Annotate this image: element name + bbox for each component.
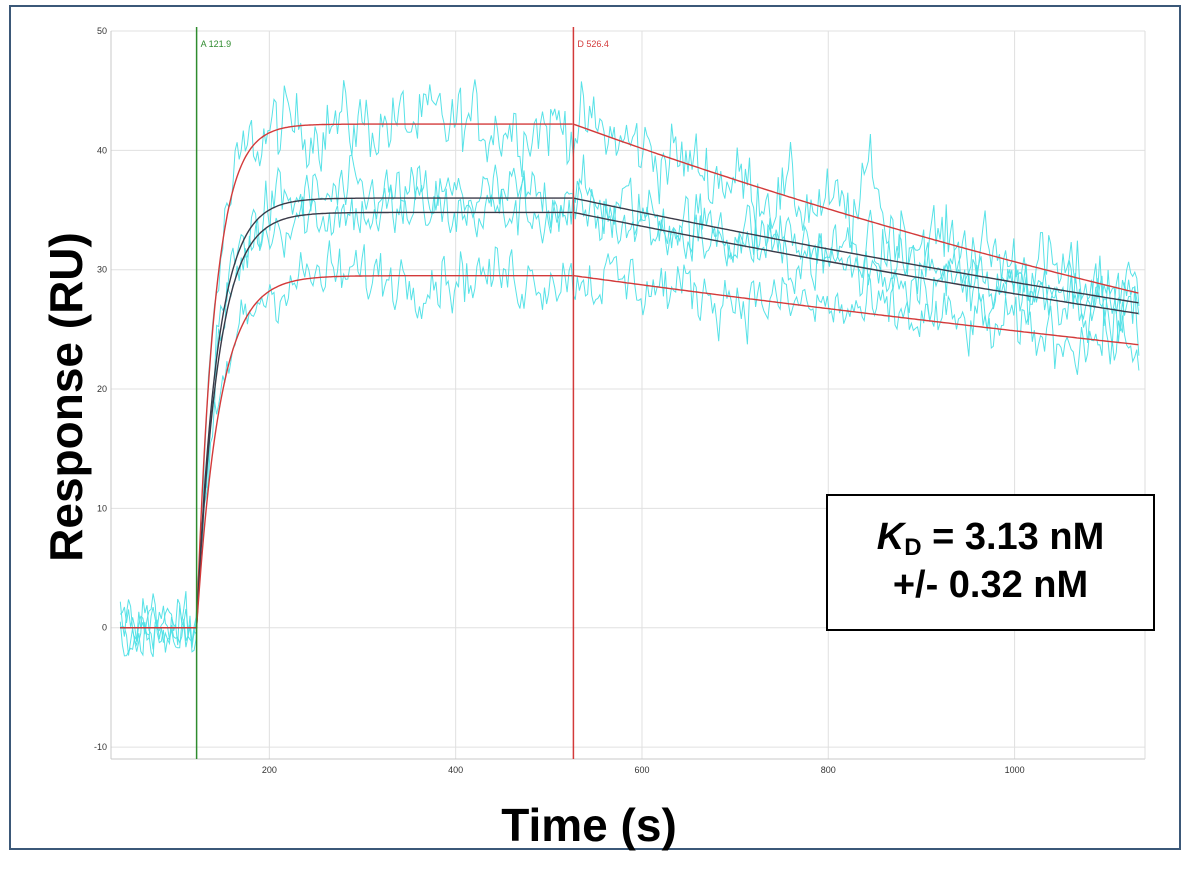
y-tick-label: 30 (97, 265, 107, 275)
x-tick-label: 400 (448, 765, 463, 775)
dissociation-fit-curve (573, 211, 1139, 315)
association-fit-curve (120, 197, 573, 629)
kd-symbol: K (876, 516, 905, 558)
x-tick-label: 800 (821, 765, 836, 775)
y-tick-label: 0 (102, 623, 107, 633)
dissociation-fit-curve (573, 275, 1139, 346)
association-fit-curve (120, 275, 573, 629)
y-tick-label: 10 (97, 503, 107, 513)
y-tick-label: 20 (97, 384, 107, 394)
x-axis-label: Time (s) (501, 799, 677, 851)
x-tick-label: 200 (262, 765, 277, 775)
data-trace (119, 240, 1140, 656)
y-tick-label: 40 (97, 145, 107, 155)
kd-value-line: KD = 3.13 nM (828, 513, 1153, 561)
association-fit-curve (120, 211, 573, 629)
dissociation-fit-curve (573, 123, 1139, 294)
y-axis-label: Response (RU) (40, 232, 92, 562)
kd-value: = 3.13 nM (921, 516, 1105, 558)
data-trace (119, 175, 1140, 657)
association-fit-curve (120, 123, 573, 629)
x-tick-label: 1000 (1005, 765, 1025, 775)
x-tick-label: 600 (634, 765, 649, 775)
y-tick-label: 50 (97, 26, 107, 36)
kd-error: +/- 0.32 nM (892, 564, 1089, 606)
dissociation-marker-label: D 526.4 (577, 39, 609, 49)
dissociation-fit-curve (573, 197, 1139, 304)
kd-annotation-box: KD = 3.13 nM +/- 0.32 nM (826, 494, 1155, 631)
association-marker-label: A 121.9 (201, 39, 232, 49)
y-tick-label: -10 (94, 742, 107, 752)
sensorgram-plot: 200 400 600 800 1000 -10 0 10 20 30 40 50 A 121.9 D 5… (94, 26, 1146, 775)
kd-subscript: D (904, 534, 922, 561)
chart-frame: 200 400 600 800 1000 -10 0 10 20 30 40 50 A 121.9 D 5… (9, 5, 1181, 851)
